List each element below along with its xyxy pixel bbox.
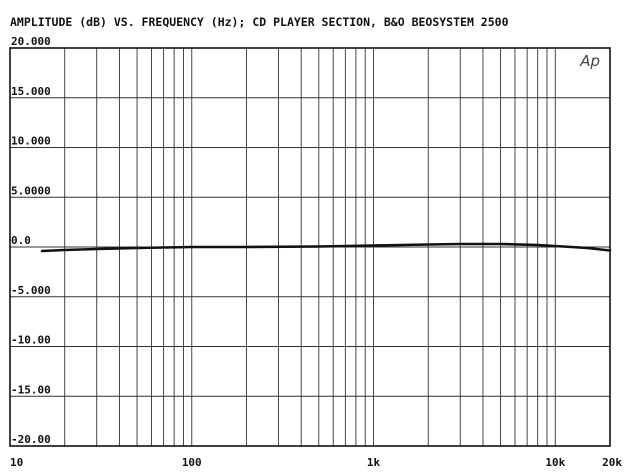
- response-curve: [40, 242, 612, 253]
- y-tick-labels: 20.000 15.000 10.000 5.0000 0.0 -5.000 -10.00 -…: [11, 35, 51, 446]
- x-tick-label: 10: [10, 456, 23, 469]
- y-tick-label: -10.00: [11, 334, 51, 347]
- x-tick-labels: 10 100 1k 10k 20k: [10, 456, 622, 469]
- x-tick-label: 20k: [602, 456, 622, 469]
- y-tick-label: 0.0: [11, 234, 31, 247]
- x-tick-label: 100: [182, 456, 202, 469]
- x-tick-label: 1k: [367, 456, 381, 469]
- series-layer: [40, 242, 612, 253]
- y-tick-label: 10.000: [11, 135, 51, 148]
- y-tick-label: 5.0000: [11, 184, 51, 197]
- y-tick-label: 20.000: [11, 35, 51, 48]
- plot-frame: [9, 47, 611, 447]
- y-tick-label: -15.00: [11, 383, 51, 396]
- y-tick-label: -5.000: [11, 284, 51, 297]
- y-tick-label: 15.000: [11, 85, 51, 98]
- x-tick-label: 10k: [545, 456, 565, 469]
- y-tick-label: -20.00: [11, 433, 51, 446]
- chart-title: AMPLITUDE (dB) VS. FREQUENCY (Hz); CD PL…: [10, 15, 509, 29]
- ap-brand-mark: Ap: [579, 52, 600, 70]
